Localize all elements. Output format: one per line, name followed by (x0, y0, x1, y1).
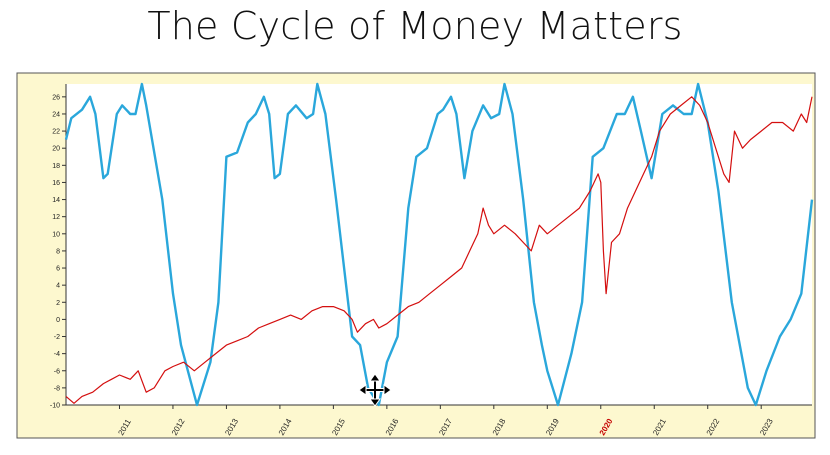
y-tick-label: 6 (56, 266, 60, 273)
y-tick-label: 0 (56, 317, 60, 324)
y-tick-label: 12 (52, 214, 60, 221)
y-tick-label: 20 (52, 146, 60, 153)
price-series-line (65, 96, 813, 404)
cycle-series-line (64, 82, 814, 407)
y-tick-label: -6 (54, 368, 60, 375)
slide-title: The Cycle of Money Matters (147, 4, 683, 48)
y-tick-label: 4 (56, 283, 60, 290)
plot-area (66, 84, 812, 405)
y-tick-label: 14 (52, 197, 60, 204)
y-tick-label: 26 (52, 94, 60, 101)
y-tick-label: -4 (54, 351, 60, 358)
y-tick-label: 24 (52, 111, 60, 118)
y-tick-label: -8 (54, 385, 60, 392)
series-layer (64, 82, 814, 407)
y-tick-label: -2 (54, 334, 60, 341)
y-tick-label: 2 (56, 300, 60, 307)
y-tick-label: -10 (50, 403, 60, 410)
y-tick-label: 18 (52, 163, 60, 170)
y-tick-label: 16 (52, 180, 60, 187)
y-tick-label: 22 (52, 129, 60, 136)
move-cursor-icon (358, 373, 392, 407)
y-tick-label: 8 (56, 248, 60, 255)
y-tick-label: 10 (52, 231, 60, 238)
